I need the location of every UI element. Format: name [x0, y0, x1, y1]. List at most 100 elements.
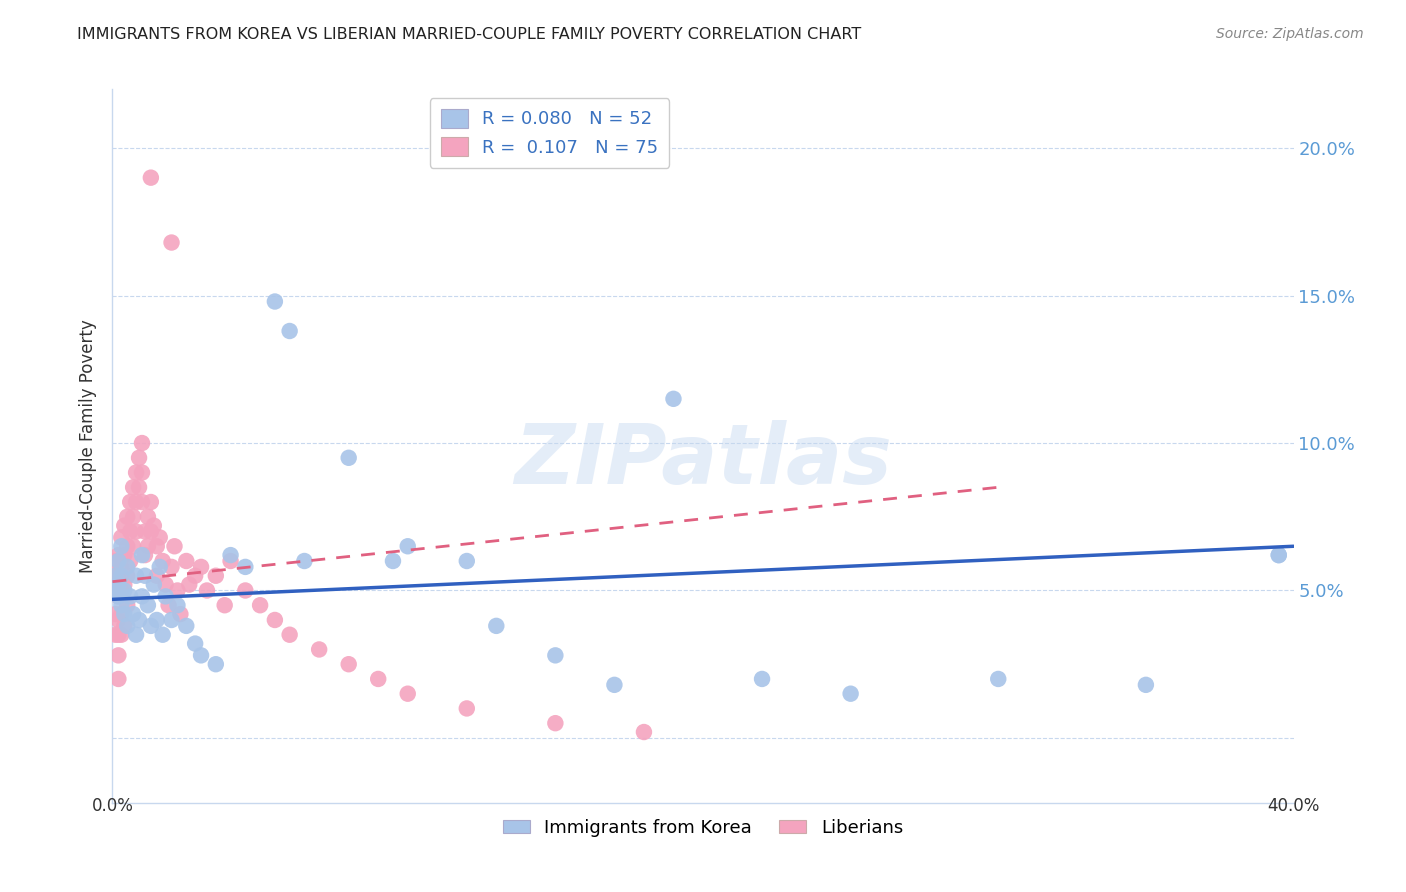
Liberians: [219, 554, 242, 568]
Immigrants from Korea: [662, 392, 685, 406]
Immigrants from Korea: [544, 648, 567, 663]
Immigrants from Korea: [107, 554, 129, 568]
Liberians: [278, 628, 301, 642]
Immigrants from Korea: [190, 648, 212, 663]
Liberians: [456, 701, 478, 715]
Immigrants from Korea: [1268, 548, 1291, 562]
Liberians: [120, 495, 142, 509]
Liberians: [120, 554, 142, 568]
Liberians: [112, 518, 135, 533]
Liberians: [136, 539, 159, 553]
Immigrants from Korea: [139, 619, 162, 633]
Immigrants from Korea: [110, 599, 132, 613]
Liberians: [190, 560, 212, 574]
Liberians: [179, 577, 201, 591]
Immigrants from Korea: [104, 583, 127, 598]
Liberians: [139, 170, 162, 185]
Immigrants from Korea: [839, 687, 862, 701]
Immigrants from Korea: [166, 599, 188, 613]
Liberians: [117, 509, 138, 524]
Immigrants from Korea: [174, 619, 197, 633]
Liberians: [146, 539, 169, 553]
Liberians: [205, 568, 228, 582]
Liberians: [152, 554, 174, 568]
Immigrants from Korea: [128, 613, 150, 627]
Immigrants from Korea: [264, 294, 287, 309]
Liberians: [146, 568, 169, 582]
Immigrants from Korea: [278, 324, 301, 338]
Liberians: [125, 466, 148, 480]
Immigrants from Korea: [107, 590, 129, 604]
Immigrants from Korea: [125, 568, 148, 582]
Liberians: [104, 628, 127, 642]
Immigrants from Korea: [131, 590, 153, 604]
Liberians: [112, 619, 135, 633]
Immigrants from Korea: [146, 613, 169, 627]
Liberians: [117, 568, 138, 582]
Immigrants from Korea: [136, 599, 159, 613]
Liberians: [107, 568, 129, 582]
Liberians: [139, 524, 162, 539]
Immigrants from Korea: [219, 548, 242, 562]
Liberians: [160, 560, 183, 574]
Immigrants from Korea: [292, 554, 315, 568]
Immigrants from Korea: [233, 560, 256, 574]
Liberians: [110, 607, 132, 621]
Immigrants from Korea: [149, 560, 172, 574]
Liberians: [184, 568, 207, 582]
Liberians: [104, 607, 127, 621]
Liberians: [117, 539, 138, 553]
Liberians: [107, 590, 129, 604]
Immigrants from Korea: [134, 568, 156, 582]
Immigrants from Korea: [155, 590, 177, 604]
Liberians: [169, 607, 191, 621]
Liberians: [107, 672, 129, 686]
Liberians: [125, 524, 148, 539]
Immigrants from Korea: [396, 539, 419, 553]
Immigrants from Korea: [110, 539, 132, 553]
Liberians: [264, 613, 287, 627]
Liberians: [110, 530, 132, 544]
Liberians: [122, 539, 145, 553]
Immigrants from Korea: [382, 554, 405, 568]
Liberians: [110, 583, 132, 598]
Liberians: [104, 554, 127, 568]
Liberians: [367, 672, 389, 686]
Liberians: [157, 599, 180, 613]
Liberians: [308, 642, 330, 657]
Immigrants from Korea: [1135, 678, 1157, 692]
Liberians: [544, 716, 567, 731]
Immigrants from Korea: [142, 577, 165, 591]
Liberians: [155, 577, 177, 591]
Liberians: [337, 657, 360, 672]
Liberians: [110, 628, 132, 642]
Liberians: [139, 495, 162, 509]
Immigrants from Korea: [125, 628, 148, 642]
Liberians: [117, 599, 138, 613]
Liberians: [163, 539, 186, 553]
Immigrants from Korea: [205, 657, 228, 672]
Immigrants from Korea: [485, 619, 508, 633]
Liberians: [110, 560, 132, 574]
Liberians: [128, 480, 150, 494]
Liberians: [107, 613, 129, 627]
Immigrants from Korea: [120, 590, 142, 604]
Liberians: [249, 599, 271, 613]
Immigrants from Korea: [117, 619, 138, 633]
Immigrants from Korea: [456, 554, 478, 568]
Liberians: [107, 628, 129, 642]
Immigrants from Korea: [112, 583, 135, 598]
Liberians: [131, 436, 153, 450]
Immigrants from Korea: [110, 568, 132, 582]
Liberians: [112, 548, 135, 562]
Immigrants from Korea: [152, 628, 174, 642]
Immigrants from Korea: [751, 672, 773, 686]
Liberians: [214, 599, 236, 613]
Text: 0.0%: 0.0%: [91, 797, 134, 815]
Immigrants from Korea: [184, 636, 207, 650]
Text: 40.0%: 40.0%: [1267, 797, 1320, 815]
Text: ZIPatlas: ZIPatlas: [515, 420, 891, 500]
Liberians: [125, 495, 148, 509]
Immigrants from Korea: [987, 672, 1010, 686]
Immigrants from Korea: [122, 607, 145, 621]
